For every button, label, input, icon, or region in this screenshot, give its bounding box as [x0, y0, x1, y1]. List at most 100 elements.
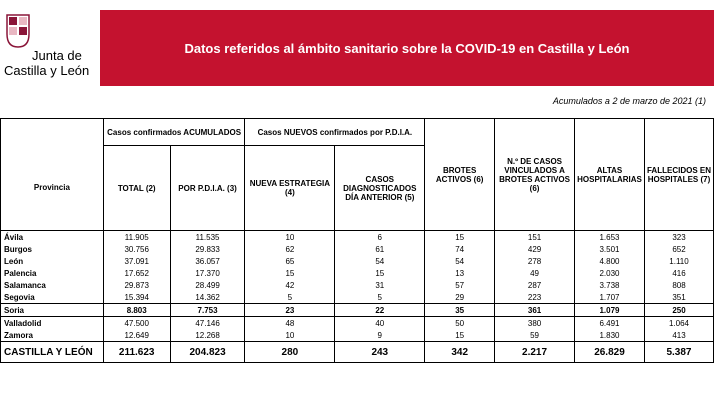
value-cell: 250 [643, 303, 714, 317]
province-cell: Palencia [0, 267, 104, 279]
table-row: Palencia 17.652 17.370 15 15 13 49 2.030 416 [0, 267, 714, 279]
value-cell: 31 [334, 279, 426, 291]
total-row: CASTILLA Y LEÓN 211.623 204.823 280 243 342 2.… [0, 341, 714, 363]
value-cell: 15 [424, 329, 496, 342]
value-cell: 30.756 [102, 243, 171, 255]
value-cell: 42 [244, 279, 336, 291]
table-row: Ávila 11.905 11.535 10 6 15 151 1.653 323 [0, 230, 714, 243]
column-header: TOTAL (2) [102, 145, 171, 231]
total-cell: 204.823 [169, 341, 246, 363]
value-cell: 429 [494, 243, 575, 255]
province-cell: Burgos [0, 243, 104, 255]
logo: Junta de Castilla y León [4, 10, 96, 85]
group-header-row: Casos confirmados ACUMULADOS Casos NUEVO… [0, 118, 714, 231]
group-header: Casos confirmados ACUMULADOS [102, 118, 246, 146]
value-cell: 17.370 [169, 267, 246, 279]
value-cell: 9 [334, 329, 426, 342]
value-cell: 1.064 [643, 316, 714, 329]
total-cell: 26.829 [574, 341, 645, 363]
province-cell: Zamora [0, 329, 104, 342]
total-cell: 211.623 [102, 341, 171, 363]
value-cell: 47.146 [169, 316, 246, 329]
total-cell: 243 [334, 341, 426, 363]
table-row: Valladolid 47.500 47.146 48 40 50 380 6.491 1.06… [0, 316, 714, 329]
table-row: Soria 8.803 7.753 23 22 35 361 1.079 250 [0, 303, 714, 317]
value-cell: 47.500 [102, 316, 171, 329]
logo-text: Junta de [32, 48, 82, 63]
value-cell: 74 [424, 243, 496, 255]
value-cell: 13 [424, 267, 496, 279]
value-cell: 17.652 [102, 267, 171, 279]
value-cell: 6 [334, 230, 426, 243]
total-cell: 280 [244, 341, 336, 363]
province-cell: Salamanca [0, 279, 104, 291]
value-cell: 380 [494, 316, 575, 329]
column-header: POR P.D.I.A. (3) [169, 145, 246, 231]
value-cell: 7.753 [169, 303, 246, 317]
value-cell: 10 [244, 329, 336, 342]
value-cell: 28.499 [169, 279, 246, 291]
table-body: Ávila 11.905 11.535 10 6 15 151 1.653 323 Burgos 3… [0, 230, 714, 342]
value-cell: 6.491 [574, 316, 645, 329]
column-header: BROTES ACTIVOS (6) [424, 118, 496, 231]
value-cell: 361 [494, 303, 575, 317]
value-cell: 1.110 [643, 255, 714, 267]
value-cell: 416 [643, 267, 714, 279]
value-cell: 4.800 [574, 255, 645, 267]
total-cell: 342 [424, 341, 496, 363]
column-header: NUEVA ESTRATEGIA (4) [244, 145, 336, 231]
header-cell [0, 118, 104, 146]
value-cell: 59 [494, 329, 575, 342]
table-foot: CASTILLA Y LEÓN 211.623 204.823 280 243 342 2.… [0, 341, 714, 363]
column-header: ALTAS HOSPITALARIAS [574, 118, 645, 231]
value-cell: 15 [334, 267, 426, 279]
value-cell: 54 [424, 255, 496, 267]
value-cell: 15.394 [102, 291, 171, 304]
table-row: Segovia 15.394 14.362 5 5 29 223 1.707 351 [0, 291, 714, 304]
value-cell: 54 [334, 255, 426, 267]
value-cell: 3.501 [574, 243, 645, 255]
table-row: Salamanca 29.873 28.499 42 31 57 287 3.738 808 [0, 279, 714, 291]
banner-title: Datos referidos al ámbito sanitario sobr… [184, 40, 630, 56]
value-cell: 413 [643, 329, 714, 342]
value-cell: 22 [334, 303, 426, 317]
group-header: Casos NUEVOS confirmados por P.D.I.A. [244, 118, 426, 146]
value-cell: 40 [334, 316, 426, 329]
value-cell: 10 [244, 230, 336, 243]
table-row: Zamora 12.649 12.268 10 9 15 59 1.830 413 [0, 329, 714, 342]
value-cell: 1.653 [574, 230, 645, 243]
total-cell: 5.387 [643, 341, 714, 363]
value-cell: 23 [244, 303, 336, 317]
value-cell: 29.833 [169, 243, 246, 255]
table-row: León 37.091 36.057 65 54 54 278 4.800 1.110 [0, 255, 714, 267]
column-header-row: Provincia TOTAL (2) POR P.D.I.A. (3) NUE… [0, 145, 714, 231]
value-cell: 323 [643, 230, 714, 243]
value-cell: 1.830 [574, 329, 645, 342]
value-cell: 65 [244, 255, 336, 267]
subtitle: Acumulados a 2 de marzo de 2021 (1) [552, 96, 706, 106]
value-cell: 5 [244, 291, 336, 304]
value-cell: 151 [494, 230, 575, 243]
province-cell: Soria [0, 303, 104, 317]
logo-shield [6, 14, 30, 48]
value-cell: 49 [494, 267, 575, 279]
value-cell: 652 [643, 243, 714, 255]
value-cell: 37.091 [102, 255, 171, 267]
value-cell: 15 [424, 230, 496, 243]
value-cell: 36.057 [169, 255, 246, 267]
column-header: N.º DE CASOS VINCULADOS A BROTES ACTIVOS… [494, 118, 575, 231]
value-cell: 808 [643, 279, 714, 291]
value-cell: 12.268 [169, 329, 246, 342]
value-cell: 50 [424, 316, 496, 329]
banner: Datos referidos al ámbito sanitario sobr… [100, 10, 714, 86]
value-cell: 29.873 [102, 279, 171, 291]
province-cell: León [0, 255, 104, 267]
value-cell: 35 [424, 303, 496, 317]
table-row: Burgos 30.756 29.833 62 61 74 429 3.501 652 [0, 243, 714, 255]
value-cell: 8.803 [102, 303, 171, 317]
column-header: Provincia [0, 145, 104, 231]
column-header: CASOS DIAGNOSTICADOS DÍA ANTERIOR (5) [334, 145, 426, 231]
value-cell: 14.362 [169, 291, 246, 304]
value-cell: 5 [334, 291, 426, 304]
